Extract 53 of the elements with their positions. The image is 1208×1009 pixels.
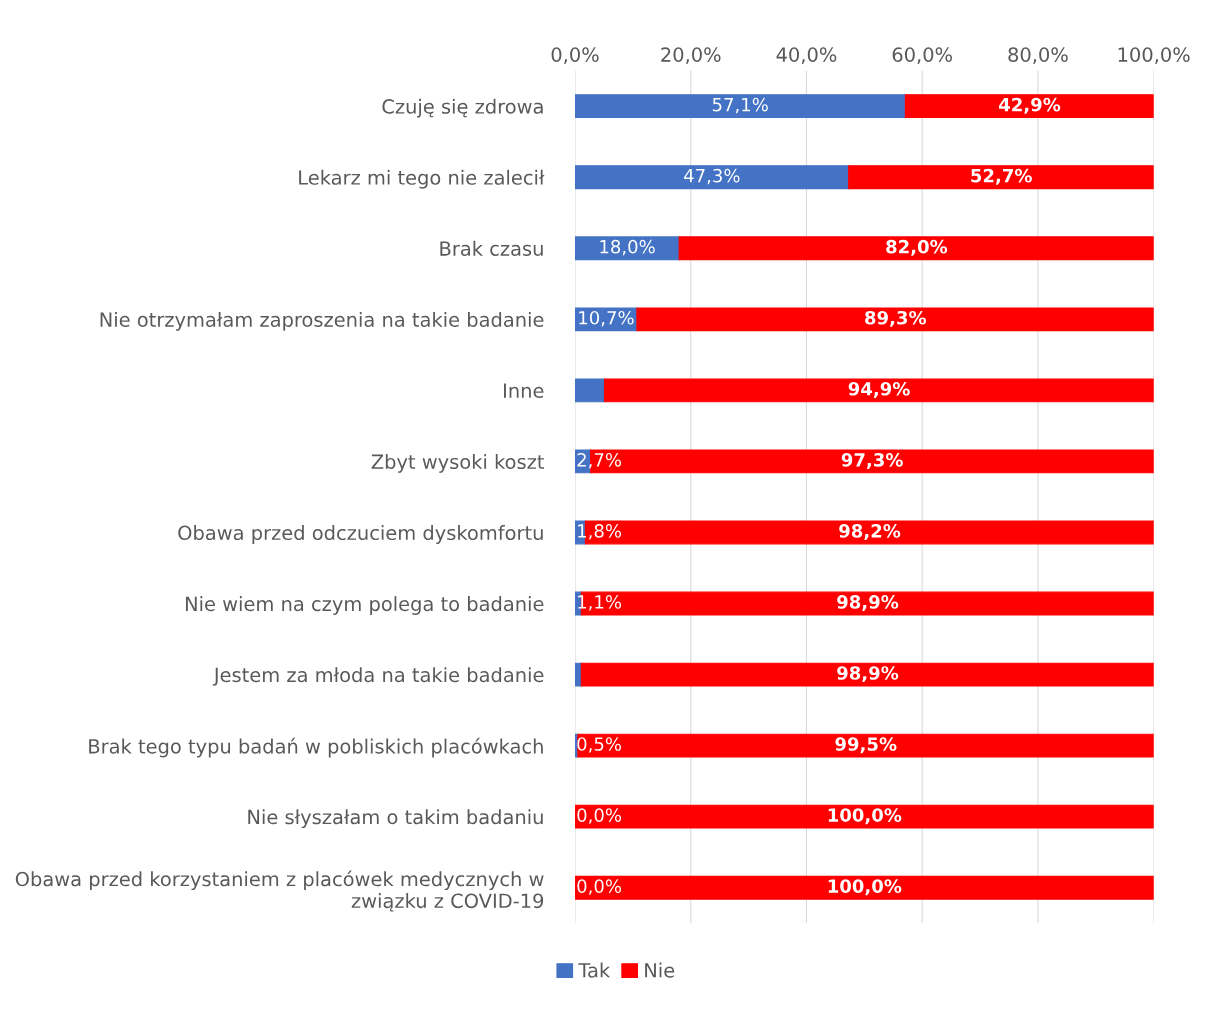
data-label: 18,0% [600, 239, 655, 256]
data-label: 57,1% [712, 97, 768, 114]
data-label: 0,0% [577, 808, 622, 824]
legend-label: Tak [578, 962, 611, 978]
data-label: 97,3% [841, 452, 903, 469]
y-tick-label: Nie otrzymałam zaproszenia na takie badanie [100, 311, 544, 331]
bar [678, 236, 1154, 261]
x-tick-label: 80,0% [1008, 47, 1068, 64]
y-tick-label: Obawa przed odczuciem dyskomfortu [178, 525, 543, 544]
y-tick-label: Jestem za młoda na takie badanie [212, 667, 544, 686]
y-tick-label: Lekarz mi tego nie zalecił [299, 169, 545, 189]
x-tick-label: 60,0% [892, 47, 952, 64]
bar [575, 804, 1154, 829]
legend-label: Nie [645, 962, 675, 978]
y-tick-label: Nie wiem na czym polega to badanie [185, 596, 544, 615]
x-tick-label: 100,0% [1118, 47, 1190, 64]
data-label: 98,9% [837, 595, 899, 612]
y-tick-label: Nie słyszałam o takim badaniu [248, 809, 543, 829]
bar [575, 378, 606, 403]
data-label: 42,9% [999, 97, 1061, 114]
bar [848, 165, 1154, 190]
data-label: 52,7% [971, 168, 1032, 185]
data-label: 100,0% [828, 808, 902, 825]
y-tick-label: Brak tego typu badań w pobliskich placówkach [89, 737, 543, 758]
bar [575, 875, 1154, 900]
data-label: 47,3% [684, 168, 740, 185]
bar [580, 591, 1154, 616]
y-tick-label: Czuję się zdrowa [382, 98, 543, 118]
x-tick-label: 0,0% [551, 47, 599, 64]
data-label: 94,9% [848, 381, 910, 398]
bar [577, 733, 1154, 758]
data-label: 0,5% [577, 737, 622, 753]
y-tick-label: Inne [504, 383, 544, 399]
bar [575, 236, 680, 261]
bar [636, 307, 1154, 332]
data-label: 98,9% [837, 666, 899, 683]
data-label: 82,0% [886, 239, 948, 256]
bar [904, 94, 1154, 119]
bar [580, 662, 1154, 687]
data-label: 99,5% [835, 737, 897, 754]
y-tick-label: Brak czasu [440, 240, 543, 256]
data-label: 10,7% [579, 310, 634, 327]
data-label: 89,3% [865, 310, 927, 327]
x-tick-label: 40,0% [776, 47, 837, 64]
y-tick-label: Zbyt wysoki koszt [371, 454, 544, 473]
bar [603, 378, 1154, 403]
data-label: 98,2% [839, 524, 901, 540]
bar [575, 94, 906, 119]
bar [575, 165, 850, 190]
data-label: 100,0% [828, 879, 902, 896]
x-tick-label: 20,0% [661, 47, 721, 64]
y-tick-label: Obawa przed korzystaniem z placówek medycznych w związku z COVID-19 [15, 870, 544, 912]
data-label: 0,0% [577, 879, 622, 895]
